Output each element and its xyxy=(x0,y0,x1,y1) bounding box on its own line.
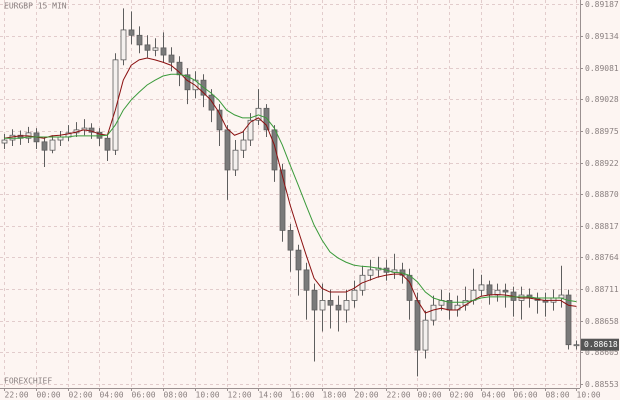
candle-body xyxy=(152,47,159,51)
candle-body xyxy=(319,300,326,311)
x-tick-label: 04:00 xyxy=(100,391,124,400)
y-tick-label: 0.89134 xyxy=(585,32,619,41)
x-tick-label: 22:00 xyxy=(5,391,29,400)
candle-body xyxy=(343,300,350,311)
x-tick-label: 10:00 xyxy=(577,391,601,400)
x-tick-label: 04:00 xyxy=(482,391,506,400)
watermark: FOREXCHIEF xyxy=(4,377,52,386)
candle-body xyxy=(208,94,215,111)
candle-body xyxy=(406,274,413,301)
candle-body xyxy=(240,139,247,151)
x-tick-label: 20:00 xyxy=(355,391,379,400)
candle-body xyxy=(303,269,310,291)
candle-body xyxy=(494,289,501,296)
x-tick-label: 00:00 xyxy=(418,391,442,400)
x-tick-label: 02:00 xyxy=(450,391,474,400)
y-tick-label: 0.89187 xyxy=(585,0,619,9)
candle-body xyxy=(478,284,485,291)
y-tick-label: 0.88975 xyxy=(585,127,619,136)
candle-body xyxy=(144,44,151,51)
candle-body xyxy=(255,107,262,121)
candle-body xyxy=(279,169,286,231)
candle-body xyxy=(502,289,509,293)
candle-body xyxy=(224,129,231,171)
candle-body xyxy=(168,54,175,63)
moving-average xyxy=(3,57,577,314)
candle-body xyxy=(271,129,278,171)
candle-body xyxy=(414,300,421,351)
y-tick-label: 0.89028 xyxy=(585,95,619,104)
x-tick-label: 08:00 xyxy=(164,391,188,400)
candle-body xyxy=(88,127,95,133)
candle-body xyxy=(136,34,143,46)
marks xyxy=(1,8,580,377)
chart-title: EURGBP 15 MIN xyxy=(4,2,67,11)
candle-body xyxy=(41,141,48,151)
x-tick-label: 16:00 xyxy=(291,391,315,400)
x-tick-label: 06:00 xyxy=(514,391,538,400)
candle-body xyxy=(263,107,270,131)
candle-body xyxy=(295,249,302,271)
candle-body xyxy=(216,109,223,131)
x-tick-label: 06:00 xyxy=(132,391,156,400)
candle-body xyxy=(327,300,334,306)
candle-body xyxy=(232,149,239,171)
current-price-label: 0.88618 xyxy=(584,340,618,349)
candle-body xyxy=(565,294,572,346)
candle-body xyxy=(335,304,342,311)
candle-body xyxy=(351,289,358,301)
candle-body xyxy=(422,319,429,351)
x-tick-label: 00:00 xyxy=(37,391,61,400)
y-tick-label: 0.88817 xyxy=(585,222,619,231)
x-tick-label: 12:00 xyxy=(228,391,252,400)
y-tick-label: 0.89081 xyxy=(585,64,619,73)
candle-body xyxy=(160,47,167,56)
y-tick-label: 0.88922 xyxy=(585,159,619,168)
candle-body xyxy=(104,137,111,151)
x-tick-label: 02:00 xyxy=(69,391,93,400)
candle-body xyxy=(247,119,254,141)
y-tick-label: 0.88711 xyxy=(585,285,619,294)
candle-body xyxy=(311,289,318,311)
candle-body xyxy=(49,139,56,151)
y-tick-label: 0.88658 xyxy=(585,317,619,326)
y-tick-label: 0.88553 xyxy=(585,380,619,389)
candle-body xyxy=(120,29,127,61)
x-tick-label: 08:00 xyxy=(546,391,570,400)
x-tick-label: 14:00 xyxy=(259,391,283,400)
candle-body xyxy=(1,139,8,144)
candle-body xyxy=(367,269,374,276)
candle-body xyxy=(486,284,493,296)
candle-body xyxy=(287,230,294,251)
x-tick-label: 22:00 xyxy=(387,391,411,400)
candle-body xyxy=(573,344,580,347)
candle-body xyxy=(112,59,119,151)
candle-body xyxy=(430,304,437,321)
y-tick-label: 0.88764 xyxy=(585,253,619,262)
current-price-box xyxy=(581,338,619,351)
candle-body xyxy=(128,29,135,36)
y-tick-label: 0.88870 xyxy=(585,190,619,199)
x-tick-label: 18:00 xyxy=(323,391,347,400)
moving-average xyxy=(4,73,577,303)
x-tick-label: 10:00 xyxy=(196,391,220,400)
y-tick-label: 0.88605 xyxy=(585,348,619,357)
